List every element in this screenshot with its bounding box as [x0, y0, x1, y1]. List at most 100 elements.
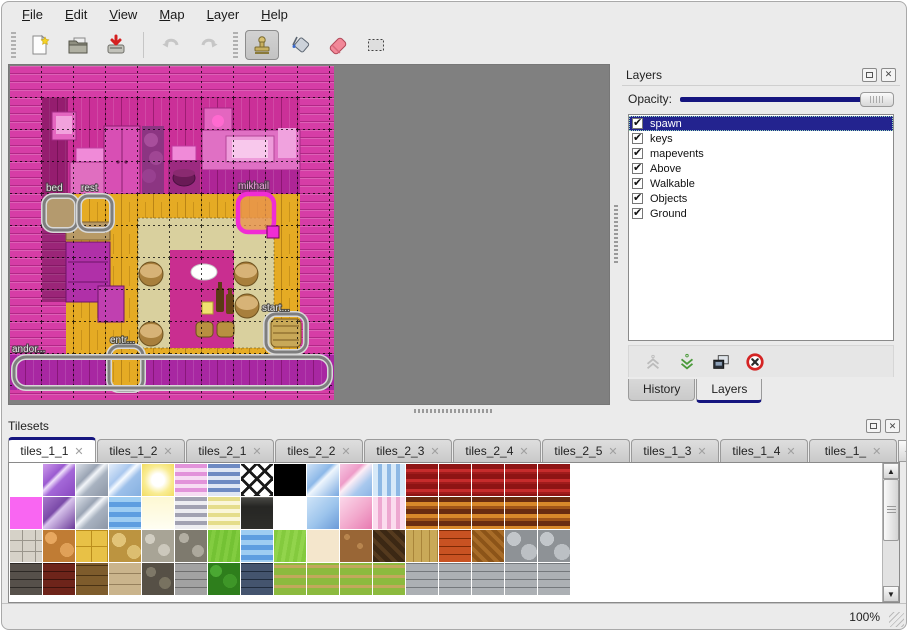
tileset-tab[interactable]: tiles_2_1 ✕ — [186, 439, 274, 462]
tile-curtain-red[interactable] — [406, 464, 438, 496]
save-button[interactable] — [99, 30, 133, 60]
menu-item[interactable]: Help — [261, 6, 288, 22]
close-tab-icon[interactable]: ✕ — [608, 445, 618, 458]
tile-icicle-blue[interactable] — [373, 464, 405, 496]
scrollbar-thumb[interactable] — [883, 479, 899, 541]
layer-visibility-checkbox[interactable] — [632, 161, 643, 174]
tile-brick-brown[interactable] — [76, 563, 108, 595]
tile-wood-tan[interactable] — [406, 530, 438, 562]
layer-row[interactable]: keys — [629, 131, 893, 146]
tile-grass-green[interactable] — [208, 530, 240, 562]
tile-tile-yellow[interactable] — [76, 530, 108, 562]
tile-curtain-red[interactable] — [472, 464, 504, 496]
close-tab-icon[interactable]: ✕ — [697, 445, 707, 458]
tile-hedge-green[interactable] — [208, 563, 240, 595]
tile-stripe-pink[interactable] — [175, 464, 207, 496]
tile-sand[interactable] — [307, 530, 339, 562]
object-resize-handle[interactable] — [266, 225, 280, 239]
tile-stonebrick[interactable] — [472, 563, 504, 595]
tile-dirt[interactable] — [340, 530, 372, 562]
menu-item[interactable]: File — [22, 6, 43, 22]
tileset-tab[interactable]: tiles_2_4 ✕ — [453, 439, 541, 462]
tile-stonebrick[interactable] — [538, 563, 570, 595]
scrollbar-trough[interactable] — [883, 541, 899, 586]
tileset-tab[interactable]: tiles_1_ ✕ — [809, 439, 897, 462]
tile-cobble-tan[interactable] — [109, 530, 141, 562]
layer-row[interactable]: Walkable — [629, 176, 893, 191]
menu-item[interactable]: Layer — [206, 6, 240, 22]
menu-item[interactable]: Edit — [64, 6, 88, 22]
layer-row[interactable]: spawn — [629, 116, 893, 131]
close-tab-icon[interactable]: ✕ — [74, 445, 84, 458]
tile-pebble-dark[interactable] — [175, 530, 207, 562]
tile-brick-darkred[interactable] — [43, 563, 75, 595]
tile-cobble-orange[interactable] — [43, 530, 75, 562]
map-object-rest[interactable] — [76, 193, 115, 233]
tile-wall-darkpebble[interactable] — [142, 563, 174, 595]
eraser-button[interactable] — [321, 30, 355, 60]
open-button[interactable] — [61, 30, 95, 60]
tile-glow-yellow[interactable] — [142, 464, 174, 496]
rect-select-button[interactable] — [359, 30, 393, 60]
tile-stonebrick[interactable] — [406, 563, 438, 595]
tile-stripe-brown[interactable] — [538, 497, 570, 529]
menu-item[interactable]: View — [109, 6, 138, 22]
layer-visibility-checkbox[interactable] — [632, 131, 643, 144]
tile-panel-pink[interactable] — [340, 497, 372, 529]
map-object-mikhail[interactable] — [235, 191, 280, 239]
tile-shingle-dark[interactable] — [373, 530, 405, 562]
tile-pebble-gray[interactable] — [142, 530, 174, 562]
tile-lattice[interactable] — [241, 464, 273, 496]
float-panel-button[interactable] — [862, 67, 877, 82]
tile-panel-blue[interactable] — [307, 497, 339, 529]
tile-sign-dark[interactable] — [241, 497, 273, 529]
tile-stones-gray[interactable] — [538, 530, 570, 562]
tile-grassflower[interactable] — [340, 563, 372, 595]
redo-button[interactable] — [192, 30, 226, 60]
layer-visibility-checkbox[interactable] — [632, 146, 643, 159]
map-object-bed[interactable] — [41, 193, 80, 233]
tile-pale-yellow[interactable] — [142, 497, 174, 529]
tileset-tab[interactable]: tiles_2_2 ✕ — [275, 439, 363, 462]
tile-stripe-blue[interactable] — [208, 464, 240, 496]
tile-glass-pinkblue[interactable] — [340, 464, 372, 496]
tileset-tab[interactable]: tiles_2_3 ✕ — [364, 439, 452, 462]
tile-glass-gray[interactable] — [76, 464, 108, 496]
tileset-tab[interactable]: tiles_1_4 ✕ — [720, 439, 808, 462]
layer-row[interactable]: Ground — [629, 206, 893, 221]
menu-item[interactable]: Map — [159, 6, 185, 22]
map-canvas[interactable]: bed rest mikhail start... entr... andor.… — [8, 64, 610, 405]
stamp-tool-button[interactable] — [245, 30, 279, 60]
dock-tab[interactable]: History — [628, 379, 696, 401]
tile-grassflower[interactable] — [373, 563, 405, 595]
tile-water[interactable] — [241, 530, 273, 562]
float-panel-button[interactable] — [866, 419, 881, 433]
tile-magenta[interactable] — [10, 497, 42, 529]
toolbar-drag-handle[interactable] — [11, 32, 16, 58]
tile-grass2[interactable] — [274, 530, 306, 562]
tileset-scrollbar[interactable]: ▲ ▼ — [882, 463, 899, 602]
tile-brick-gray[interactable] — [175, 563, 207, 595]
tile-glass-blue[interactable] — [109, 464, 141, 496]
scroll-down-button[interactable]: ▼ — [883, 586, 899, 602]
scroll-tabs-left-button[interactable]: ◀ — [898, 440, 906, 462]
tile-glass-blue2[interactable] — [307, 464, 339, 496]
tile-brick-blue[interactable] — [241, 563, 273, 595]
scroll-up-button[interactable]: ▲ — [883, 463, 899, 479]
layer-visibility-checkbox[interactable] — [632, 191, 643, 204]
close-tab-icon[interactable]: ✕ — [430, 445, 440, 458]
tile-water[interactable] — [109, 497, 141, 529]
layer-visibility-checkbox[interactable] — [632, 176, 643, 189]
slider-handle[interactable] — [860, 92, 894, 107]
toolbar-drag-handle[interactable] — [233, 32, 238, 58]
tile-curtain-red[interactable] — [439, 464, 471, 496]
tileset-tab[interactable]: tiles_1_2 ✕ — [97, 439, 185, 462]
tile-stone-path[interactable] — [10, 530, 42, 562]
tile-stripe-brown[interactable] — [406, 497, 438, 529]
tile-icicle-pink[interactable] — [373, 497, 405, 529]
close-tab-icon[interactable]: ✕ — [786, 445, 796, 458]
tile-stripe-gray[interactable] — [175, 497, 207, 529]
tile-brick-darkgray[interactable] — [10, 563, 42, 595]
close-tab-icon[interactable]: ✕ — [252, 445, 262, 458]
tile-stripe-brown[interactable] — [439, 497, 471, 529]
